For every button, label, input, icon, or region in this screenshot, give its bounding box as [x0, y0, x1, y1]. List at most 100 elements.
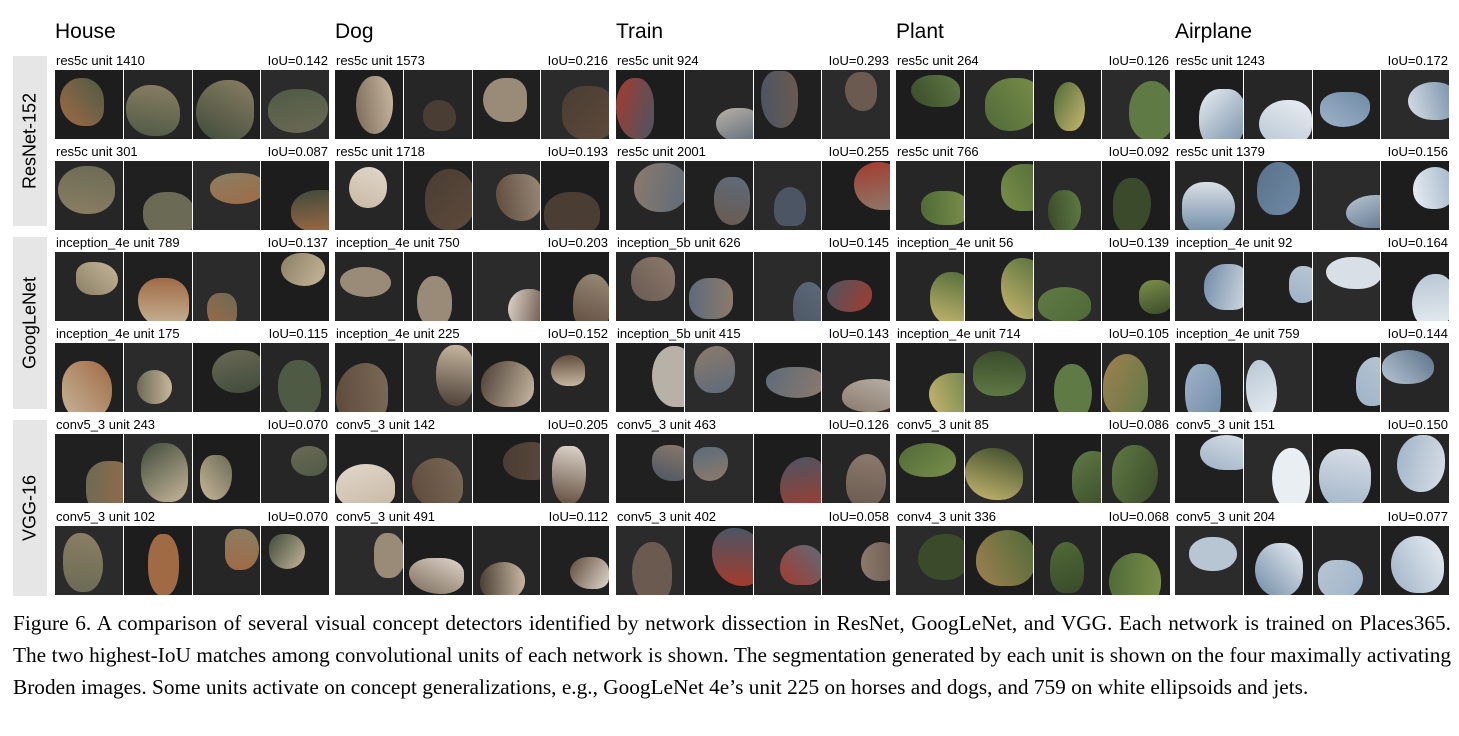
unit-name: res5c unit 1410 — [56, 53, 145, 68]
image-strip — [335, 526, 609, 595]
activation-thumbnail — [1243, 70, 1312, 139]
activation-thumbnail — [964, 252, 1033, 321]
unit-caption: conv5_3 unit 85 IoU=0.086 — [896, 416, 1170, 433]
image-strip — [616, 434, 890, 503]
image-strip — [55, 343, 329, 412]
unit-caption: res5c unit 1243 IoU=0.172 — [1175, 52, 1449, 69]
image-strip — [616, 161, 890, 230]
iou-score: IoU=0.112 — [548, 509, 608, 524]
activation-thumbnail — [1243, 343, 1312, 412]
segmentation-mask — [336, 363, 389, 412]
column-title: Train — [616, 20, 664, 43]
unit-caption: res5c unit 766 IoU=0.092 — [896, 143, 1170, 160]
image-strip — [1175, 161, 1449, 230]
activation-thumbnail — [192, 252, 261, 321]
activation-thumbnail — [964, 434, 1033, 503]
image-strip — [896, 343, 1170, 412]
segmentation-mask — [137, 277, 190, 321]
column-title: Plant — [896, 20, 944, 43]
segmentation-mask — [1245, 359, 1277, 412]
activation-thumbnail — [192, 343, 261, 412]
activation-thumbnail — [1175, 252, 1243, 321]
segmentation-mask — [712, 528, 753, 586]
segmentation-mask — [412, 457, 464, 503]
activation-thumbnail — [472, 70, 541, 139]
unit-panel: inception_4e unit 92 IoU=0.164 — [1175, 234, 1449, 322]
activation-thumbnail — [822, 252, 890, 321]
activation-thumbnail — [55, 252, 123, 321]
segmentation-mask — [1185, 364, 1222, 412]
activation-thumbnail — [616, 526, 684, 595]
segmentation-mask — [355, 75, 393, 135]
segmentation-mask — [573, 274, 609, 321]
image-strip — [55, 526, 329, 595]
segmentation-mask — [335, 463, 396, 503]
image-strip — [1175, 343, 1449, 412]
activation-thumbnail — [403, 161, 472, 230]
segmentation-mask — [1054, 81, 1086, 132]
segmentation-mask — [779, 457, 822, 503]
unit-panel: inception_4e unit 759 IoU=0.144 — [1175, 325, 1449, 413]
activation-thumbnail — [1312, 70, 1381, 139]
unit-name: res5c unit 1379 — [1176, 144, 1265, 159]
activation-thumbnail — [1312, 343, 1381, 412]
segmentation-mask — [853, 161, 890, 210]
iou-score: IoU=0.058 — [828, 509, 889, 524]
image-strip — [335, 434, 609, 503]
unit-panel: res5c unit 2001 IoU=0.255 — [616, 143, 890, 231]
activation-thumbnail — [1243, 434, 1312, 503]
iou-score: IoU=0.205 — [547, 417, 608, 432]
activation-thumbnail — [1175, 343, 1243, 412]
segmentation-mask — [59, 77, 105, 126]
segmentation-mask — [1054, 364, 1092, 412]
activation-thumbnail — [335, 161, 403, 230]
activation-thumbnail — [123, 70, 192, 139]
unit-caption: inception_4e unit 225 IoU=0.152 — [335, 325, 609, 342]
segmentation-mask — [417, 275, 453, 321]
activation-thumbnail — [1102, 434, 1170, 503]
image-strip — [616, 70, 890, 139]
image-strip — [335, 161, 609, 230]
activation-thumbnail — [261, 434, 329, 503]
unit-caption: conv5_3 unit 151 IoU=0.150 — [1175, 416, 1449, 433]
unit-panel: conv5_3 unit 204 IoU=0.077 — [1175, 508, 1449, 596]
activation-thumbnail — [1381, 252, 1449, 321]
segmentation-mask — [137, 369, 172, 405]
unit-name: res5c unit 1243 — [1176, 53, 1265, 68]
unit-panel: inception_5b unit 626 IoU=0.145 — [616, 234, 890, 322]
unit-panel: res5c unit 1410 IoU=0.142 — [55, 52, 329, 140]
iou-score: IoU=0.145 — [828, 235, 889, 250]
unit-caption: inception_4e unit 56 IoU=0.139 — [896, 234, 1170, 251]
unit-panel: res5c unit 766 IoU=0.092 — [896, 143, 1170, 231]
segmentation-mask — [716, 107, 753, 139]
unit-name: inception_4e unit 175 — [56, 326, 180, 341]
iou-score: IoU=0.142 — [267, 53, 328, 68]
column-title: Dog — [335, 20, 374, 43]
segmentation-mask — [1139, 280, 1170, 315]
iou-score: IoU=0.293 — [828, 53, 889, 68]
segmentation-mask — [1037, 287, 1092, 321]
unit-panel: conv5_3 unit 151 IoU=0.150 — [1175, 416, 1449, 504]
segmentation-mask — [196, 80, 255, 139]
activation-thumbnail — [753, 526, 822, 595]
iou-score: IoU=0.164 — [1387, 235, 1448, 250]
segmentation-mask — [225, 529, 259, 571]
activation-thumbnail — [1312, 526, 1381, 595]
activation-thumbnail — [1033, 343, 1102, 412]
unit-name: conv5_3 unit 102 — [56, 509, 156, 524]
image-strip — [55, 161, 329, 230]
activation-thumbnail — [684, 161, 753, 230]
unit-caption: res5c unit 924 IoU=0.293 — [616, 52, 890, 69]
activation-thumbnail — [1312, 161, 1381, 230]
network-label: ResNet-152 — [13, 56, 47, 226]
activation-thumbnail — [541, 343, 609, 412]
unit-panel: conv5_3 unit 491 IoU=0.112 — [335, 508, 609, 596]
activation-thumbnail — [1312, 434, 1381, 503]
activation-thumbnail — [192, 70, 261, 139]
segmentation-mask — [792, 282, 822, 321]
iou-score: IoU=0.156 — [1387, 144, 1448, 159]
figure-caption: Figure 6. A comparison of several visual… — [13, 611, 1451, 699]
activation-thumbnail — [403, 252, 472, 321]
activation-thumbnail — [1312, 252, 1381, 321]
activation-thumbnail — [753, 252, 822, 321]
